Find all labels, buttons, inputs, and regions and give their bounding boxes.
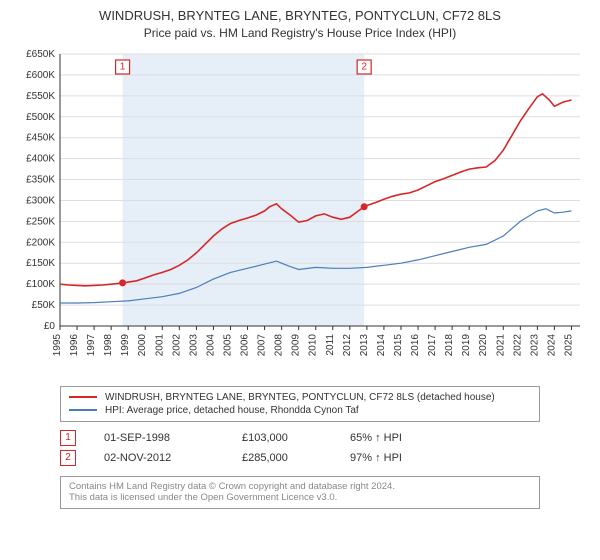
svg-text:2018: 2018 — [444, 333, 455, 356]
svg-text:1995: 1995 — [52, 333, 63, 356]
svg-text:2010: 2010 — [308, 333, 319, 356]
svg-text:£150K: £150K — [26, 258, 55, 269]
chart-title: WINDRUSH, BRYNTEG LANE, BRYNTEG, PONTYCL… — [12, 8, 588, 24]
svg-text:£650K: £650K — [26, 49, 55, 60]
svg-text:2015: 2015 — [393, 333, 404, 356]
svg-text:£350K: £350K — [26, 174, 55, 185]
svg-text:2007: 2007 — [257, 333, 268, 356]
svg-text:£450K: £450K — [26, 132, 55, 143]
license-box: Contains HM Land Registry data © Crown c… — [60, 476, 540, 510]
marker-date: 01-SEP-1998 — [104, 432, 214, 444]
marker-price: £285,000 — [242, 452, 322, 464]
svg-text:2002: 2002 — [171, 333, 182, 356]
license-line2: This data is licensed under the Open Gov… — [69, 492, 531, 504]
svg-text:2011: 2011 — [325, 333, 336, 355]
marker-hpi: 97% ↑ HPI — [350, 452, 440, 464]
chart-area: £0 £50K £100K £150K £200K £250K £300K £350K £400… — [12, 46, 588, 376]
svg-text:£300K: £300K — [26, 195, 55, 206]
svg-text:£100K: £100K — [26, 279, 55, 290]
marker-num-box: 2 — [60, 450, 76, 466]
marker-num-box: 1 — [60, 430, 76, 446]
marker-row: 2 02-NOV-2012 £285,000 97% ↑ HPI — [60, 448, 588, 468]
svg-text:1999: 1999 — [120, 333, 131, 356]
svg-text:2: 2 — [361, 61, 367, 72]
svg-text:1: 1 — [120, 61, 126, 72]
svg-text:2004: 2004 — [205, 333, 216, 356]
svg-text:2022: 2022 — [512, 333, 523, 356]
svg-text:2017: 2017 — [427, 333, 438, 356]
svg-text:2014: 2014 — [376, 333, 387, 356]
svg-text:2000: 2000 — [137, 333, 148, 356]
svg-text:2024: 2024 — [546, 333, 557, 356]
marker-date: 02-NOV-2012 — [104, 452, 214, 464]
svg-text:£500K: £500K — [26, 111, 55, 122]
svg-text:2012: 2012 — [342, 333, 353, 356]
legend-row: WINDRUSH, BRYNTEG LANE, BRYNTEG, PONTYCL… — [69, 391, 531, 404]
marker-row: 1 01-SEP-1998 £103,000 65% ↑ HPI — [60, 428, 588, 448]
markers-table: 1 01-SEP-1998 £103,000 65% ↑ HPI 2 02-NOV-201… — [60, 428, 588, 468]
svg-text:1996: 1996 — [69, 333, 80, 356]
legend-label: HPI: Average price, detached house, Rhon… — [105, 405, 359, 416]
chart-subtitle: Price paid vs. HM Land Registry's House … — [12, 26, 588, 40]
svg-text:2006: 2006 — [240, 333, 251, 356]
svg-text:2019: 2019 — [461, 333, 472, 356]
svg-text:2009: 2009 — [291, 333, 302, 356]
svg-text:2008: 2008 — [274, 333, 285, 356]
svg-text:£0: £0 — [44, 321, 56, 332]
legend-label: WINDRUSH, BRYNTEG LANE, BRYNTEG, PONTYCL… — [105, 392, 495, 403]
chart-container: WINDRUSH, BRYNTEG LANE, BRYNTEG, PONTYCL… — [0, 0, 600, 517]
marker-price: £103,000 — [242, 432, 322, 444]
license-line1: Contains HM Land Registry data © Crown c… — [69, 481, 531, 493]
svg-text:1998: 1998 — [103, 333, 114, 356]
legend-box: WINDRUSH, BRYNTEG LANE, BRYNTEG, PONTYCL… — [60, 386, 540, 422]
svg-text:2020: 2020 — [478, 333, 489, 356]
svg-text:2025: 2025 — [563, 333, 574, 356]
svg-text:£550K: £550K — [26, 90, 55, 101]
chart-svg: £0 £50K £100K £150K £200K £250K £300K £350K £400… — [12, 46, 588, 376]
legend-swatch — [69, 409, 97, 411]
marker-hpi: 65% ↑ HPI — [350, 432, 440, 444]
svg-text:2001: 2001 — [154, 333, 165, 356]
svg-text:£400K: £400K — [26, 153, 55, 164]
svg-text:£600K: £600K — [26, 70, 55, 81]
svg-text:2016: 2016 — [410, 333, 421, 356]
svg-text:2021: 2021 — [495, 333, 506, 356]
svg-text:2003: 2003 — [188, 333, 199, 356]
svg-text:£200K: £200K — [26, 237, 55, 248]
svg-text:£50K: £50K — [32, 300, 56, 311]
svg-text:2013: 2013 — [359, 333, 370, 356]
svg-text:2023: 2023 — [529, 333, 540, 356]
legend-row: HPI: Average price, detached house, Rhon… — [69, 404, 531, 417]
svg-text:2005: 2005 — [222, 333, 233, 356]
svg-text:1997: 1997 — [86, 333, 97, 356]
svg-text:£250K: £250K — [26, 216, 55, 227]
legend-swatch — [69, 396, 97, 398]
